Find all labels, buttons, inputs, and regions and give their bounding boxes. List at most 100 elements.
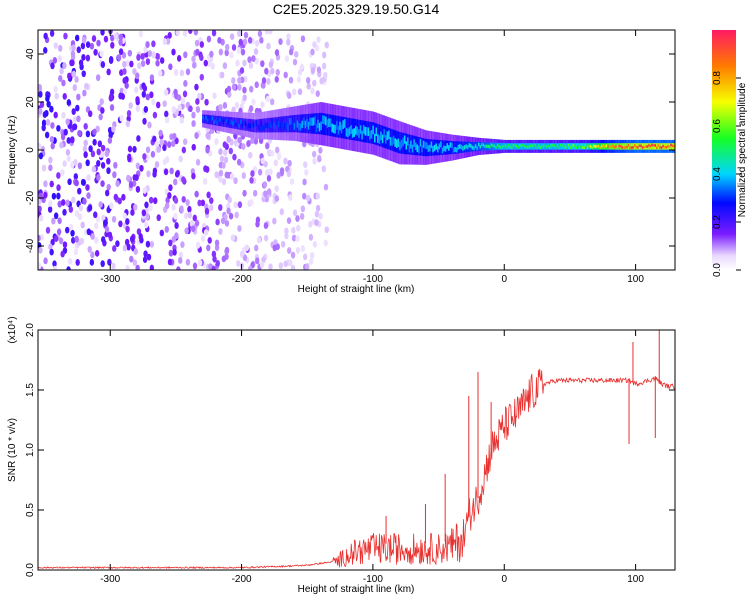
noise-cell bbox=[182, 30, 188, 37]
band-core bbox=[403, 135, 406, 144]
noise-cell bbox=[135, 264, 140, 270]
band-core bbox=[462, 146, 464, 151]
band-core bbox=[370, 129, 373, 139]
noise-cell bbox=[231, 83, 237, 91]
noise-cell bbox=[98, 113, 103, 121]
noise-cell bbox=[241, 143, 246, 150]
band-core bbox=[347, 128, 349, 138]
band-body bbox=[575, 143, 578, 150]
noise-cell bbox=[110, 34, 115, 42]
noise-cell bbox=[142, 84, 148, 92]
noise-cell bbox=[184, 227, 189, 235]
band-core bbox=[665, 145, 668, 149]
noise-cell bbox=[220, 71, 225, 79]
noise-cell bbox=[283, 71, 288, 79]
noise-cell bbox=[164, 116, 170, 124]
band-body bbox=[455, 141, 458, 154]
noise-cell bbox=[280, 240, 286, 248]
noise-cell bbox=[221, 178, 227, 186]
band-body bbox=[419, 137, 422, 156]
noise-cell bbox=[51, 217, 56, 225]
noise-cell bbox=[254, 81, 259, 89]
noise-cell bbox=[225, 43, 230, 51]
noise-cell bbox=[132, 145, 137, 153]
band-core bbox=[351, 129, 354, 138]
noise-cell bbox=[122, 244, 128, 252]
noise-cell bbox=[143, 221, 149, 229]
noise-cell bbox=[204, 98, 209, 106]
noise-cell bbox=[250, 170, 255, 177]
noise-cell bbox=[197, 92, 202, 100]
colorbar-tick-label: 0.0 bbox=[712, 263, 723, 277]
band-core bbox=[416, 144, 419, 152]
noise-cell bbox=[140, 60, 146, 67]
snr-x-label: Height of straight line (km) bbox=[298, 584, 415, 595]
band-core bbox=[206, 118, 209, 123]
noise-cell bbox=[145, 146, 151, 154]
noise-cell bbox=[108, 57, 114, 64]
noise-cell bbox=[318, 146, 323, 154]
band-core bbox=[622, 146, 625, 149]
noise-cell bbox=[147, 50, 153, 57]
noise-cell bbox=[68, 206, 74, 213]
noise-cell bbox=[90, 233, 95, 240]
noise-cell bbox=[185, 258, 191, 266]
band-core bbox=[544, 143, 546, 147]
noise-cell bbox=[247, 265, 253, 270]
noise-cell bbox=[58, 75, 63, 82]
noise-cell bbox=[251, 55, 256, 62]
noise-cell bbox=[156, 214, 161, 222]
band-core bbox=[235, 122, 237, 128]
band-core bbox=[586, 145, 589, 149]
noise-cell bbox=[242, 94, 247, 102]
noise-cell bbox=[44, 109, 49, 117]
noise-cell bbox=[310, 87, 315, 95]
band-core bbox=[340, 124, 343, 134]
band-core bbox=[332, 124, 335, 134]
band-core bbox=[391, 137, 393, 146]
noise-cell bbox=[305, 194, 311, 202]
band-core bbox=[310, 117, 313, 126]
band-core bbox=[296, 120, 299, 128]
band-core bbox=[648, 144, 650, 147]
noise-cell bbox=[202, 178, 208, 185]
band-core bbox=[608, 145, 611, 148]
noise-cell bbox=[187, 211, 193, 219]
noise-cell bbox=[95, 215, 101, 223]
noise-cell bbox=[228, 147, 233, 155]
noise-cell bbox=[169, 167, 174, 175]
noise-cell bbox=[142, 153, 147, 160]
noise-cell bbox=[93, 211, 98, 219]
noise-cell bbox=[44, 131, 50, 139]
band-core bbox=[643, 145, 646, 149]
band-core bbox=[318, 122, 321, 132]
band-core bbox=[537, 144, 540, 148]
band-core bbox=[227, 120, 229, 125]
noise-cell bbox=[86, 228, 92, 236]
noise-cell bbox=[172, 248, 177, 256]
noise-cell bbox=[53, 85, 58, 93]
noise-cell bbox=[103, 35, 109, 43]
band-core bbox=[582, 146, 584, 149]
band-core bbox=[238, 123, 241, 129]
noise-cell bbox=[56, 124, 61, 132]
noise-cell bbox=[295, 215, 300, 222]
noise-cell bbox=[274, 185, 279, 193]
band-core bbox=[446, 143, 449, 149]
noise-cell bbox=[59, 141, 64, 149]
noise-cell bbox=[306, 82, 311, 90]
noise-cell bbox=[53, 212, 59, 220]
band-core bbox=[344, 119, 346, 128]
noise-cell bbox=[185, 199, 190, 206]
snr-scale-label: (x10⁴) bbox=[7, 316, 18, 343]
noise-cell bbox=[146, 170, 151, 178]
band-core bbox=[233, 119, 236, 125]
band-core bbox=[317, 119, 319, 129]
noise-cell bbox=[62, 160, 67, 168]
noise-cell bbox=[70, 229, 75, 237]
noise-cell bbox=[284, 55, 290, 63]
noise-cell bbox=[249, 199, 254, 206]
noise-cell bbox=[183, 51, 188, 59]
x-tick-label: -100 bbox=[363, 274, 383, 285]
